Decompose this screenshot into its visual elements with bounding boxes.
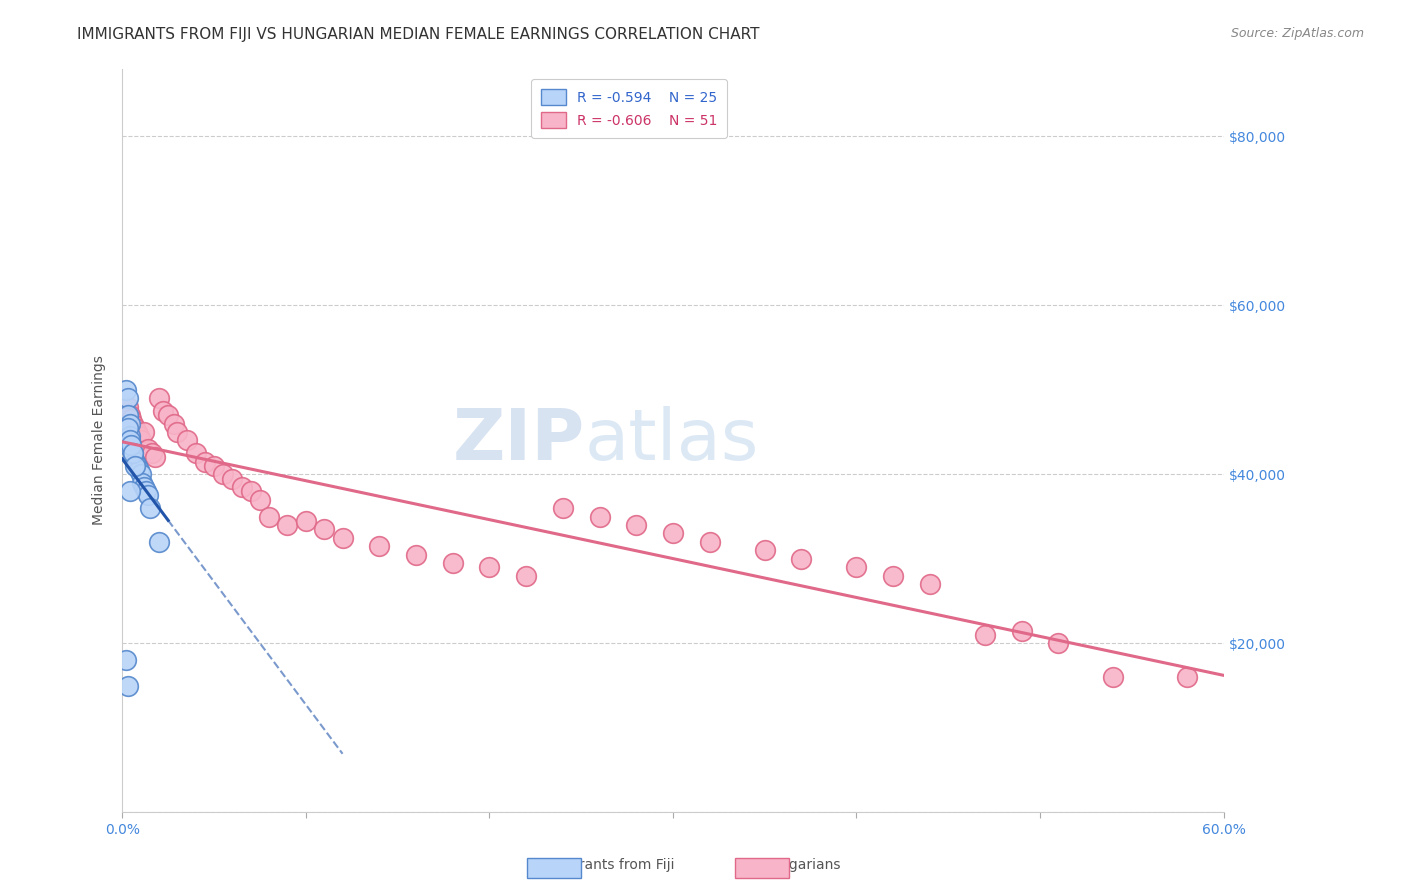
Point (136, 488, 159, 502)
Legend: R = -0.594    N = 25, R = -0.606    N = 51: R = -0.594 N = 25, R = -0.606 N = 51 (531, 79, 727, 137)
Point (882, 568, 904, 582)
Text: Immigrants from Fiji: Immigrants from Fiji (534, 858, 675, 872)
Point (845, 560, 868, 574)
Point (122, 450, 145, 465)
Point (117, 408, 139, 422)
Point (249, 492, 271, 507)
Point (1011, 624, 1033, 638)
Point (184, 446, 207, 460)
Point (295, 514, 318, 528)
Point (918, 577, 941, 591)
Point (148, 391, 170, 405)
Point (212, 467, 235, 482)
Text: ZIP: ZIP (453, 406, 585, 475)
Point (122, 446, 145, 460)
Point (115, 383, 138, 397)
Point (332, 531, 354, 545)
Point (276, 518, 298, 533)
Point (118, 434, 141, 448)
Point (148, 535, 170, 549)
Point (121, 412, 143, 426)
Point (134, 425, 156, 439)
Point (176, 434, 198, 448)
Point (239, 484, 262, 499)
Point (118, 417, 141, 431)
Point (117, 679, 139, 693)
Point (121, 438, 143, 452)
Point (131, 475, 153, 490)
Point (117, 391, 139, 405)
Point (626, 518, 648, 533)
Point (139, 501, 162, 516)
Point (152, 404, 174, 418)
Text: Source: ZipAtlas.com: Source: ZipAtlas.com (1230, 27, 1364, 40)
Point (157, 408, 180, 422)
Point (478, 560, 501, 574)
Text: Hungarians: Hungarians (762, 858, 841, 872)
Point (314, 522, 336, 536)
Point (118, 429, 141, 443)
Point (441, 556, 464, 570)
Point (143, 450, 166, 465)
Text: atlas: atlas (585, 406, 759, 475)
Point (754, 543, 776, 558)
Point (202, 458, 225, 473)
Point (405, 548, 427, 562)
Point (134, 480, 156, 494)
Point (1175, 670, 1198, 684)
Point (221, 471, 243, 485)
Point (117, 421, 139, 435)
Point (129, 434, 152, 448)
Point (790, 551, 813, 566)
Point (194, 455, 217, 469)
Point (124, 421, 146, 435)
Point (128, 463, 150, 477)
Point (368, 539, 391, 553)
Point (129, 467, 152, 482)
Point (122, 417, 145, 431)
Point (118, 484, 141, 499)
Point (124, 455, 146, 469)
Point (551, 501, 574, 516)
Point (117, 400, 139, 414)
Point (1047, 636, 1070, 650)
Point (135, 484, 157, 499)
Point (231, 480, 253, 494)
Y-axis label: Median Female Earnings: Median Female Earnings (93, 356, 107, 525)
Point (136, 442, 159, 456)
Point (699, 535, 721, 549)
Point (515, 568, 537, 582)
Text: IMMIGRANTS FROM FIJI VS HUNGARIAN MEDIAN FEMALE EARNINGS CORRELATION CHART: IMMIGRANTS FROM FIJI VS HUNGARIAN MEDIAN… (77, 27, 759, 42)
Point (166, 425, 188, 439)
Point (662, 526, 685, 541)
Point (121, 442, 143, 456)
Point (125, 458, 148, 473)
Point (163, 417, 186, 431)
Point (118, 408, 141, 422)
Point (115, 653, 138, 667)
Point (141, 446, 163, 460)
Point (124, 458, 146, 473)
Point (588, 509, 610, 524)
Point (128, 429, 150, 443)
Point (1102, 670, 1125, 684)
Point (974, 628, 997, 642)
Point (125, 425, 148, 439)
Point (257, 509, 280, 524)
